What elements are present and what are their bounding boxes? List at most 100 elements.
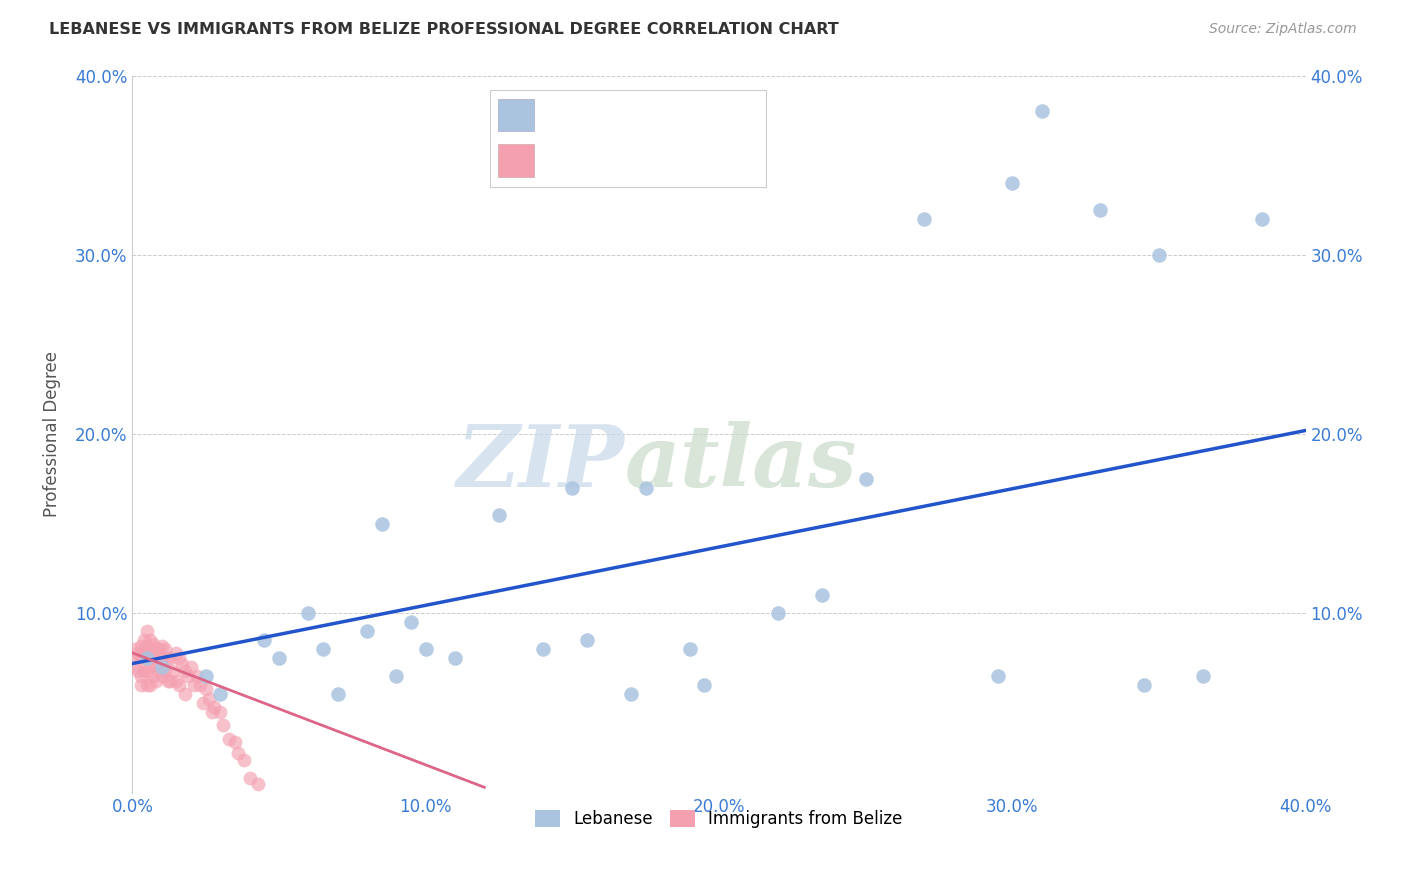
Point: [855, 472, 877, 486]
Point: [177, 669, 200, 683]
Point: [136, 651, 159, 665]
Point: [169, 678, 191, 692]
Point: [912, 211, 935, 226]
Point: [121, 651, 143, 665]
Point: [136, 651, 159, 665]
Point: [124, 660, 146, 674]
Point: [693, 678, 716, 692]
Point: [148, 664, 170, 678]
Point: [132, 633, 155, 648]
Point: [200, 705, 222, 719]
Point: [150, 660, 173, 674]
Text: ZIP: ZIP: [457, 421, 626, 505]
Point: [165, 674, 187, 689]
Point: [766, 607, 789, 621]
Point: [153, 642, 176, 657]
Point: [174, 687, 197, 701]
Point: [561, 481, 583, 495]
Point: [987, 669, 1010, 683]
Point: [136, 639, 159, 653]
Point: [132, 664, 155, 678]
Point: [209, 687, 232, 701]
Point: [169, 651, 191, 665]
Point: [150, 651, 173, 665]
Point: [253, 633, 276, 648]
Point: [1001, 176, 1024, 190]
Point: [267, 651, 290, 665]
Point: [136, 664, 159, 678]
Point: [444, 651, 467, 665]
Point: [810, 589, 832, 603]
Point: [132, 646, 155, 660]
Point: [136, 624, 159, 639]
Point: [129, 669, 152, 683]
Point: [165, 646, 187, 660]
Point: [150, 639, 173, 653]
Point: [153, 664, 176, 678]
Point: [247, 777, 270, 791]
Point: [136, 678, 159, 692]
Point: [399, 615, 422, 630]
Point: [297, 607, 319, 621]
Point: [162, 664, 184, 678]
Point: [194, 669, 217, 683]
Point: [139, 633, 162, 648]
Point: [124, 642, 146, 657]
Point: [197, 692, 219, 706]
Point: [191, 696, 214, 710]
Point: [678, 642, 700, 657]
Point: [194, 681, 217, 696]
Point: [142, 669, 165, 683]
Legend: Lebanese, Immigrants from Belize: Lebanese, Immigrants from Belize: [529, 803, 910, 835]
Point: [370, 516, 392, 531]
Y-axis label: Professional Degree: Professional Degree: [44, 351, 60, 517]
Point: [159, 674, 181, 689]
Point: [1250, 211, 1272, 226]
Point: [1147, 248, 1170, 262]
Point: [145, 642, 167, 657]
Point: [232, 753, 254, 767]
Point: [1031, 104, 1053, 119]
Point: [209, 705, 232, 719]
Point: [218, 731, 240, 746]
Point: [145, 674, 167, 689]
Point: [129, 639, 152, 653]
Point: [531, 642, 554, 657]
Point: [1133, 678, 1156, 692]
Point: [312, 642, 335, 657]
Point: [620, 687, 643, 701]
Point: [224, 735, 246, 749]
Point: [385, 669, 408, 683]
Point: [183, 678, 205, 692]
Point: [139, 678, 162, 692]
Point: [156, 651, 179, 665]
Point: [172, 657, 194, 671]
Point: [129, 678, 152, 692]
Point: [575, 633, 598, 648]
Point: [150, 669, 173, 683]
Point: [204, 699, 226, 714]
Text: LEBANESE VS IMMIGRANTS FROM BELIZE PROFESSIONAL DEGREE CORRELATION CHART: LEBANESE VS IMMIGRANTS FROM BELIZE PROFE…: [49, 22, 839, 37]
Point: [488, 508, 510, 522]
Point: [159, 651, 181, 665]
Point: [127, 664, 149, 678]
Point: [356, 624, 378, 639]
Point: [226, 746, 249, 760]
Point: [139, 646, 162, 660]
Point: [634, 481, 657, 495]
Point: [156, 674, 179, 689]
Point: [129, 651, 152, 665]
Point: [145, 657, 167, 671]
Point: [142, 651, 165, 665]
Point: [148, 642, 170, 657]
Point: [139, 660, 162, 674]
Point: [142, 637, 165, 651]
Point: [212, 717, 235, 731]
Point: [1192, 669, 1215, 683]
Point: [186, 669, 208, 683]
Point: [174, 664, 197, 678]
Point: [188, 678, 211, 692]
Point: [127, 646, 149, 660]
Text: atlas: atlas: [626, 421, 858, 505]
Point: [239, 772, 262, 786]
